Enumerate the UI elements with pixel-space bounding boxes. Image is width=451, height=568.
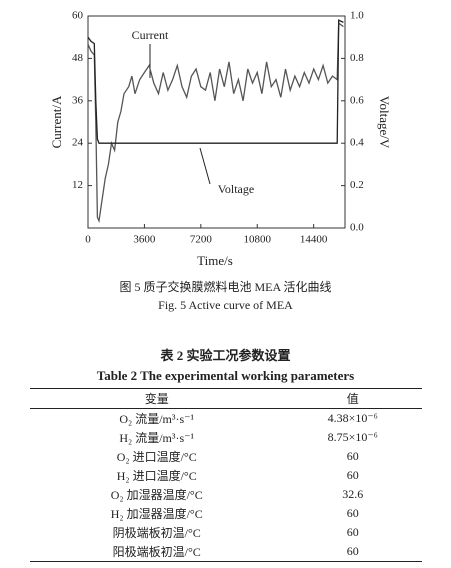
table-cell: 60 <box>346 468 359 482</box>
annotation: Voltage <box>218 182 254 196</box>
y2-tick-label: 0.2 <box>350 179 364 191</box>
table-row: 阴极端板初温/°C 60 <box>30 523 422 542</box>
table-cell: 60 <box>346 544 359 558</box>
table-cell: 4.38×10⁻⁶ <box>327 411 378 425</box>
y-tick-label: 36 <box>72 94 84 106</box>
table-cell: H₂ 加湿器温度/°C <box>110 507 203 521</box>
table-cell: 60 <box>346 525 359 539</box>
table-row: O₂ 加湿器温度/°C 32.6 <box>30 485 422 504</box>
table-cell: H₂ 流量/m³·s⁻¹ <box>119 431 195 445</box>
plot-frame <box>87 15 346 229</box>
y-tick-label: 12 <box>72 179 83 191</box>
y-tick-label: 60 <box>72 10 84 22</box>
table-title-cn: 表 2 实验工况参数设置 <box>160 348 291 363</box>
series-line <box>87 21 344 224</box>
table-cell: 阴极端板初温/°C <box>112 526 201 540</box>
y2-tick-label: 0.6 <box>350 94 364 106</box>
table-cell: H₂ 进口温度/°C <box>116 469 197 483</box>
table-row: 阳极端板初温/°C 60 <box>30 542 422 562</box>
x-tick-label: 3600 <box>133 234 156 246</box>
table: 变量值 O₂ 流量/m³·s⁻¹ 4.38×10⁻⁶ H₂ 流量/m³·s⁻¹ 8.75… <box>30 388 422 562</box>
table-row: 变量值 <box>30 388 422 409</box>
y2-axis-label: Voltage/V <box>377 96 392 149</box>
chart: Time/s Current/A Voltage/V Current Volta… <box>49 10 392 268</box>
x-axis-label: Time/s <box>197 253 233 268</box>
table-cell: 32.6 <box>342 487 364 501</box>
table-row: H₂ 流量/m³·s⁻¹ 8.75×10⁻⁶ <box>30 428 422 447</box>
table-cell: O₂ 加湿器温度/°C <box>110 488 203 502</box>
series-line <box>87 19 344 144</box>
y2-tick-label: 0.0 <box>350 222 364 234</box>
table-cell: 60 <box>346 449 359 463</box>
table-cell: 值 <box>283 388 422 409</box>
table-cell: 变量 <box>30 388 284 409</box>
table-row: H₂ 进口温度/°C 60 <box>30 466 422 485</box>
table-cell: O₂ 流量/m³·s⁻¹ <box>119 412 195 426</box>
table-row: O₂ 流量/m³·s⁻¹ 4.38×10⁻⁶ <box>30 409 422 429</box>
table-cell: 60 <box>346 506 359 520</box>
table-cell: O₂ 进口温度/°C <box>116 450 197 464</box>
x-tick-label: 7200 <box>190 234 213 246</box>
annotation-arrow <box>199 147 211 185</box>
x-tick-label: 14400 <box>300 234 328 246</box>
y2-tick-label: 1.0 <box>350 10 364 22</box>
y2-tick-label: 0.4 <box>350 137 364 149</box>
y2-tick-label: 0.8 <box>350 52 364 64</box>
caption-cn: 图 5 质子交换膜燃料电池 MEA 活化曲线 <box>119 280 332 294</box>
caption-en: Fig. 5 Active curve of MEA <box>158 298 293 312</box>
y-tick-label: 24 <box>72 137 84 149</box>
y-axis-label: Current/A <box>49 95 64 148</box>
y-tick-label: 48 <box>72 52 84 64</box>
table-cell: 8.75×10⁻⁶ <box>327 430 378 444</box>
x-tick-label: 10800 <box>243 234 271 246</box>
table-row: H₂ 加湿器温度/°C 60 <box>30 504 422 523</box>
table-cell: 阳极端板初温/°C <box>112 545 201 559</box>
table-title-en: Table 2 The experimental working paramet… <box>96 368 355 383</box>
x-tick-label: 0 <box>85 234 91 246</box>
annotation: Current <box>132 28 169 42</box>
table-row: O₂ 进口温度/°C 60 <box>30 447 422 466</box>
